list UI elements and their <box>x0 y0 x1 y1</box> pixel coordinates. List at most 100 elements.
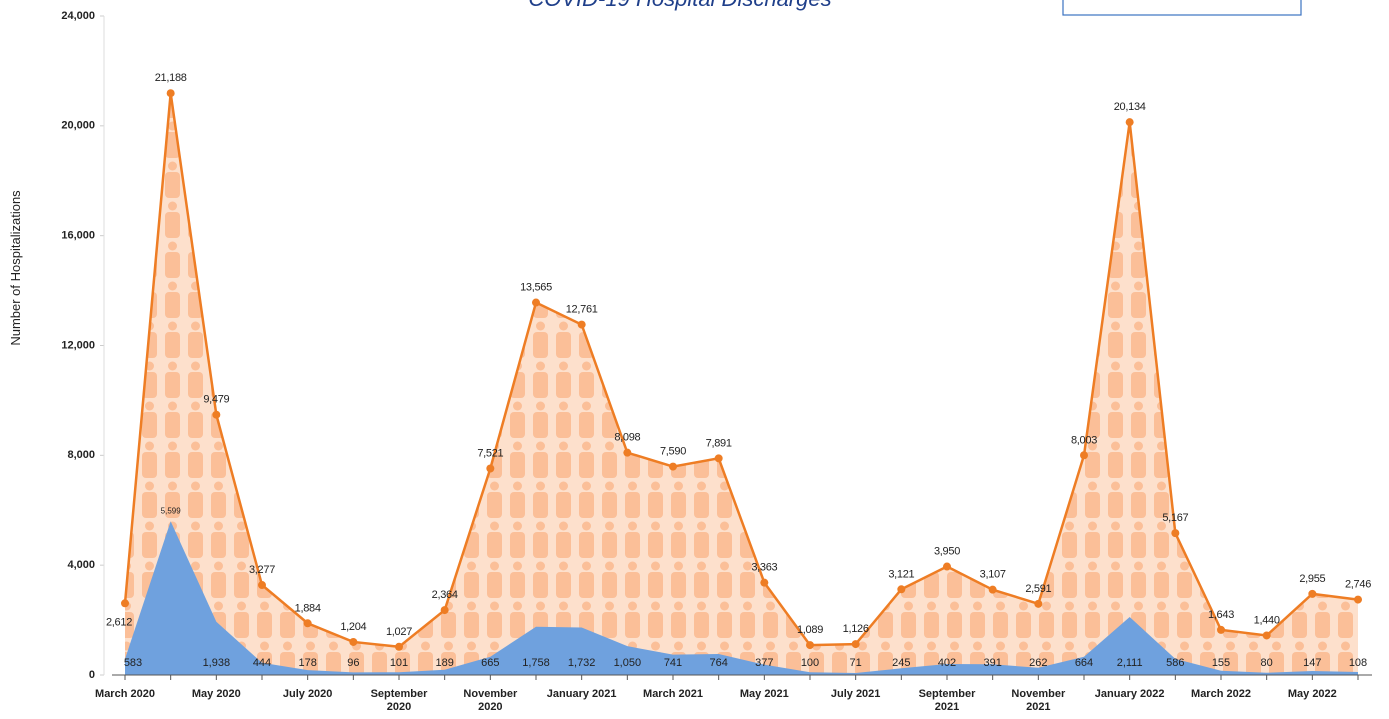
y-tick-label: 0 <box>89 669 95 681</box>
hospitalizations-marker <box>304 619 312 627</box>
data-label: 664 <box>1075 657 1093 669</box>
hospitalizations-marker <box>578 321 586 329</box>
x-tick-label: November 2021 <box>1003 688 1073 714</box>
data-label: 8,003 <box>1071 434 1097 446</box>
data-label: 3,363 <box>751 562 777 574</box>
data-label: 3,277 <box>249 564 275 576</box>
hospitalizations-marker <box>1080 451 1088 459</box>
data-label: 71 <box>850 657 862 669</box>
x-tick-label: November 2020 <box>455 688 525 714</box>
hospitalizations-marker <box>623 449 631 457</box>
data-label: 665 <box>481 657 499 669</box>
y-tick-label: 4,000 <box>67 559 95 571</box>
hospitalizations-marker <box>989 586 997 594</box>
data-label: 2,364 <box>432 589 458 601</box>
y-tick-label: 8,000 <box>67 449 95 461</box>
hospitalizations-marker <box>715 454 723 462</box>
hospitalizations-marker <box>852 640 860 648</box>
data-label: 444 <box>253 657 271 669</box>
x-tick-label: January 2022 <box>1095 688 1165 701</box>
data-label: 1,204 <box>340 621 366 633</box>
data-label: 21,188 <box>155 72 187 84</box>
data-label: 3,950 <box>934 546 960 558</box>
data-label: 402 <box>938 657 956 669</box>
data-label: 1,938 <box>203 657 231 669</box>
data-label: 2,612 <box>106 616 132 628</box>
hospitalizations-marker <box>121 599 129 607</box>
x-tick-label: September 2021 <box>912 688 982 714</box>
hospitalizations-marker <box>1263 631 1271 639</box>
hospitalizations-marker <box>1171 529 1179 537</box>
x-tick-label: March 2022 <box>1186 688 1256 701</box>
data-label: 245 <box>892 657 910 669</box>
data-label: 391 <box>983 657 1001 669</box>
data-label: 9,479 <box>203 394 229 406</box>
hospitalizations-marker <box>1126 118 1134 126</box>
data-label: 12,761 <box>566 304 598 316</box>
data-label: 1,758 <box>522 657 550 669</box>
data-label: 7,590 <box>660 446 686 458</box>
data-label: 1,050 <box>614 657 642 669</box>
data-label: 13,565 <box>520 282 552 294</box>
page: COVID-19 Hospital Discharges Number of H… <box>0 0 1389 719</box>
data-label: 1,027 <box>386 626 412 638</box>
x-tick-label: March 2021 <box>638 688 708 701</box>
data-label: 1,126 <box>843 623 869 635</box>
hospitalizations-marker <box>943 563 951 571</box>
data-label: 96 <box>347 657 359 669</box>
y-tick-label: 20,000 <box>61 120 95 132</box>
data-label: 3,121 <box>888 568 914 580</box>
hospitalizations-marker <box>349 638 357 646</box>
data-label: 1,884 <box>295 602 321 614</box>
x-tick-label: May 2022 <box>1277 688 1347 701</box>
data-label: 2,111 <box>1117 657 1143 669</box>
data-label: 3,107 <box>980 569 1006 581</box>
y-tick-label: 24,000 <box>61 10 95 22</box>
hospitalizations-marker <box>167 89 175 97</box>
hospitalizations-marker <box>669 463 677 471</box>
hospitalizations-marker <box>532 299 540 307</box>
x-tick-label: May 2020 <box>181 688 251 701</box>
x-tick-label: January 2021 <box>547 688 617 701</box>
data-label: 5,167 <box>1162 512 1188 524</box>
hospitalizations-marker <box>486 464 494 472</box>
hospitalizations-marker <box>760 579 768 587</box>
data-label: 101 <box>390 657 408 669</box>
chart-title: COVID-19 Hospital Discharges <box>528 0 831 11</box>
data-label: 2,955 <box>1299 573 1325 585</box>
x-tick-label: March 2020 <box>90 688 160 701</box>
data-label: 583 <box>124 657 142 669</box>
data-label: 20,134 <box>1114 101 1146 113</box>
x-tick-label: July 2020 <box>273 688 343 701</box>
hospitalizations-marker <box>212 411 220 419</box>
data-label: 741 <box>664 657 682 669</box>
y-tick-label: 16,000 <box>61 230 95 242</box>
data-label: 8,098 <box>614 432 640 444</box>
hospitalizations-area <box>125 93 1358 675</box>
data-label: 1,089 <box>797 624 823 636</box>
data-label: 2,746 <box>1345 579 1371 591</box>
data-label: 7,521 <box>477 447 503 459</box>
data-label: 108 <box>1349 657 1367 669</box>
data-label: 2,591 <box>1025 583 1051 595</box>
hospitalizations-marker <box>258 581 266 589</box>
data-label: 1,732 <box>568 657 596 669</box>
x-tick-label: September 2020 <box>364 688 434 714</box>
data-label: 155 <box>1212 657 1230 669</box>
hospitalizations-marker <box>1308 590 1316 598</box>
x-tick-label: July 2021 <box>821 688 891 701</box>
hospitalizations-marker <box>395 643 403 651</box>
chart: COVID-19 Hospital Discharges Number of H… <box>0 0 1389 719</box>
data-label: 764 <box>709 657 727 669</box>
data-label: 100 <box>801 657 819 669</box>
data-label: 262 <box>1029 657 1047 669</box>
data-label: 7,891 <box>706 437 732 449</box>
x-tick-label: May 2021 <box>729 688 799 701</box>
hospitalizations-marker <box>806 641 814 649</box>
hospitalizations-marker <box>441 606 449 614</box>
data-label: 586 <box>1166 657 1184 669</box>
hospitalizations-marker <box>1354 596 1362 604</box>
data-label: 147 <box>1303 657 1321 669</box>
data-label: 80 <box>1261 657 1273 669</box>
data-label: 1,440 <box>1254 614 1280 626</box>
